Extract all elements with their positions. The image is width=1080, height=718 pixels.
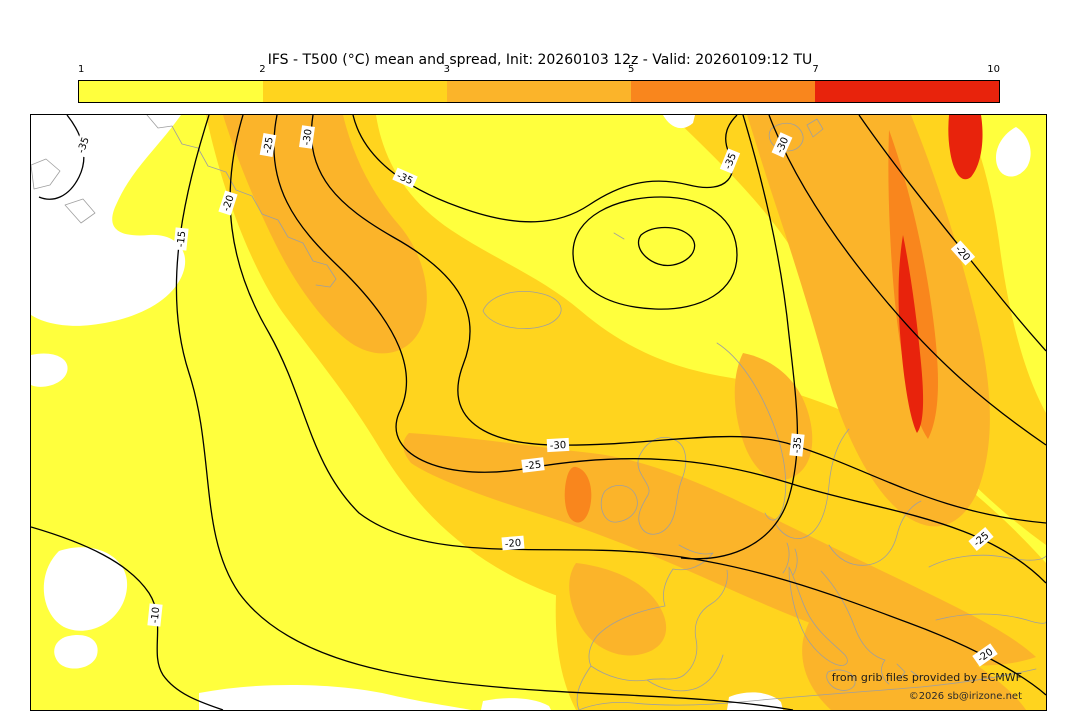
coastline-iceland: [482, 291, 562, 330]
coastline-africa: [578, 668, 1037, 710]
spread-region-white: [54, 635, 98, 669]
svg-text:-15: -15: [176, 230, 189, 247]
colorbar-tick: 7: [812, 64, 819, 75]
contour-line-minus35: [38, 115, 85, 200]
spread-region-white: [995, 127, 1031, 177]
coastline-balkans-greece: [820, 570, 920, 685]
coastline-canada: [31, 158, 96, 224]
contour-line-minus30: [768, 115, 1046, 446]
colorbar-tick: 2: [259, 64, 266, 75]
coastline-scandinavia: [716, 342, 922, 576]
contour-label: -20: [501, 535, 525, 551]
attribution-copyright: ©2026 sb@irizone.net: [908, 691, 1022, 702]
svg-text:-10: -10: [150, 606, 163, 623]
contour-line-minus15: [175, 115, 794, 710]
colorbar-tick: 1: [78, 64, 85, 75]
contour-label: -20: [218, 190, 238, 216]
svg-text:-20: -20: [504, 538, 521, 550]
contour-line-minus30: [310, 115, 1046, 524]
spread-region-white: [663, 115, 695, 129]
colorbar-tick: 10: [987, 64, 1000, 75]
spread-region-orange: [569, 563, 667, 656]
spread-region-deep-orange: [564, 466, 592, 523]
svg-text:-30: -30: [550, 440, 567, 452]
spread-region-white: [199, 684, 471, 710]
contour-label: -10: [147, 603, 163, 627]
spread-region-orange: [223, 115, 427, 354]
coastline-black-sea: [928, 554, 1046, 624]
spread-region-white: [481, 698, 551, 710]
colorbar-ticks: 1 2 3 5 7 10: [78, 64, 1000, 80]
colorbar: 1 2 3 5 7 10: [78, 64, 1000, 103]
colorbar-tick: 5: [628, 64, 635, 75]
spread-region-red: [948, 115, 983, 180]
weather-map: -35 -25 -30-20-15-35-35-30-20-30-25-35-20-…: [31, 115, 1046, 710]
coastline-greenland: [146, 115, 337, 288]
svg-text:-35: -35: [792, 436, 805, 453]
attribution: from grib files provided by ECMWF ©2026 …: [831, 670, 1022, 702]
contour-line-minus20: [229, 115, 1046, 696]
spread-region-white: [727, 692, 783, 710]
svg-text:-20: -20: [221, 194, 237, 213]
svg-text:-25: -25: [524, 460, 542, 473]
spread-region-orange: [403, 433, 1036, 666]
colorbar-tick: 3: [443, 64, 450, 75]
contour-label: -25: [259, 133, 277, 157]
map-panel: -35 -25 -30 -20 -15 -35 -35 -30 -20 -30 -25 -35 -20-…: [30, 114, 1047, 711]
coastlines-layer: [31, 115, 1046, 710]
contour-label: -15: [173, 227, 189, 251]
coastline-svalbard: [613, 118, 824, 240]
coastline-italy: [788, 566, 856, 691]
spread-region-deep-orange: [888, 130, 938, 439]
coastline-british-isles: [600, 437, 687, 535]
contour-line-minus35-closed: [572, 196, 738, 310]
spread-fill-layer: [31, 115, 1046, 710]
colorbar-segment: [447, 81, 631, 102]
colorbar-segment: [631, 81, 815, 102]
contour-line-inner-closed: [638, 226, 696, 267]
contour-line-minus20: [858, 115, 1046, 352]
attribution-source: from grib files provided by ECMWF: [831, 670, 1022, 684]
contour-label: -35: [73, 132, 93, 158]
contour-label: -30: [299, 125, 315, 149]
colorbar-segment: [79, 81, 263, 102]
chart-title: IFS - T500 (°C) mean and spread, Init: 2…: [267, 52, 813, 68]
contour-label: -30: [546, 437, 570, 453]
spread-region-red: [898, 235, 924, 433]
contour-line-minus25: [273, 115, 1046, 584]
colorbar-segment: [263, 81, 447, 102]
spread-region-white: [31, 115, 186, 326]
contour-label: -25: [521, 457, 545, 473]
contour-label: -35: [789, 433, 805, 457]
spread-region-white: [31, 353, 68, 387]
contour-line-minus35: [680, 115, 799, 560]
svg-text:-25: -25: [262, 136, 276, 154]
spread-region-white: [43, 547, 128, 631]
coastline-europe-mainland: [576, 544, 728, 710]
colorbar-segment: [815, 81, 999, 102]
svg-text:-35: -35: [76, 136, 92, 155]
svg-text:-30: -30: [301, 128, 314, 146]
colorbar-bar: [78, 80, 1000, 103]
